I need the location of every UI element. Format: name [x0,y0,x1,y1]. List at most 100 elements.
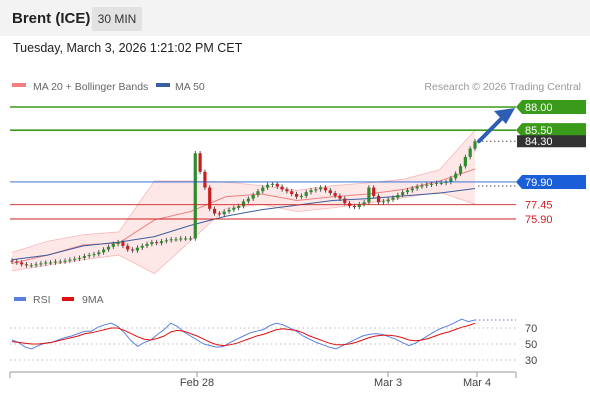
candlestick [217,211,221,217]
header-bar: Brent (ICE) 30 MIN [0,0,590,36]
candlestick [458,163,463,176]
candlestick [372,185,376,199]
candlestick [405,187,410,195]
candle-body-up [251,194,255,199]
candle-body-up [429,183,434,185]
candle-body-up [420,185,424,187]
candle-body-up [270,183,275,185]
instrument-title: Brent (ICE) [12,10,91,27]
candlestick [357,201,361,210]
pivot-level-label: 79.90 [525,177,553,189]
candlestick [343,196,347,206]
candle-body-up [314,189,318,191]
candle-body-up [34,264,38,266]
candle-body-up [386,199,390,202]
candle-body-up [164,240,168,242]
candlestick [410,186,414,193]
candle-body-up [449,178,453,182]
candle-body-up [362,202,366,205]
candle-body-down [155,242,159,244]
candle-body-down [290,191,294,195]
candlestick [266,182,270,190]
candlestick [420,183,424,189]
candlestick [285,187,289,194]
candle-body-up [434,182,439,184]
candlestick [140,243,144,251]
candle-body-up [410,188,414,191]
candle-body-up [246,198,250,202]
candlestick [444,179,448,186]
target-level-label: 88.00 [525,102,553,114]
candle-body-down [294,194,299,197]
candlestick [463,154,467,169]
candlestick [92,251,96,258]
candlestick [145,241,149,249]
candle-body-up [299,195,303,197]
candlestick [73,256,77,263]
candle-body-up [82,256,86,258]
candlestick [338,193,342,201]
forecast-arrow-shaft [477,114,506,144]
candlestick [275,181,279,189]
candlestick [261,185,265,194]
candle-body-up [92,254,96,256]
legend-swatch-rsi [14,297,26,301]
candlestick [15,259,19,265]
chart-datetime: Tuesday, March 3, 2026 1:21:02 PM CET [13,41,243,55]
candlestick [304,189,308,199]
watermark-text: Research © 2026 Trading Central [424,81,581,93]
candlestick [299,193,303,200]
candle-body-up [68,259,72,261]
candlestick [386,197,390,204]
candle-body-up [184,238,188,240]
candlestick [155,239,159,246]
candlestick [376,193,381,205]
candlestick [34,262,38,268]
candle-body-down [372,187,376,196]
candlestick [212,206,217,216]
candle-body-up [135,247,139,251]
candle-body-down [323,187,328,191]
x-axis-tick-label: Mar 3 [374,377,402,389]
candle-body-up [116,242,120,244]
legend-label-rsi: RSI [33,294,51,306]
candlestick [367,185,371,205]
candlestick [415,184,419,191]
candlestick [159,238,164,246]
timeframe-button[interactable]: 30 MIN [92,7,142,31]
candlestick [328,187,332,196]
legend-label-ma50: MA 50 [175,81,205,93]
candle-body-down [208,187,212,209]
candle-body-up [169,239,173,241]
rsi-9ma-line [11,322,476,347]
candle-body-up [58,261,62,263]
candlestick [48,260,53,265]
candlestick [309,187,313,195]
candlestick [246,196,250,204]
legend-swatch-ma20 [12,83,26,87]
candlestick [97,250,101,257]
candle-body-down [333,193,337,196]
candlestick [111,241,115,250]
candlestick [468,146,472,160]
candle-body-down [352,206,357,208]
candlestick [319,185,323,192]
candle-body-down [10,260,14,262]
candlestick [179,236,183,242]
candle-body-up [439,182,443,184]
candlestick [87,252,91,259]
candlestick [102,247,106,255]
candlestick [270,181,275,188]
candle-body-up [381,201,385,203]
candle-body-up [266,184,270,188]
last-price-tag [517,135,586,148]
candlestick [391,195,395,202]
candle-body-up [111,243,115,247]
candle-body-down [285,189,289,192]
candle-body-down [328,190,332,194]
candlestick [241,199,246,209]
candle-body-up [304,192,308,196]
candle-body-up [44,262,48,264]
